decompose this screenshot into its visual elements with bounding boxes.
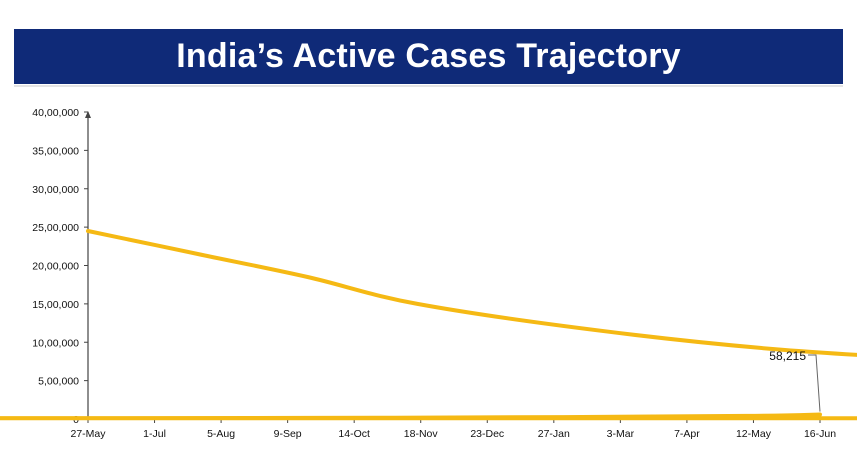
annotation-leader xyxy=(808,354,821,412)
x-tick-label: 18-Nov xyxy=(404,428,439,440)
y-tick-label: 15,00,000 xyxy=(32,299,79,311)
x-tick-label: 27-May xyxy=(70,428,106,440)
x-tick-label: 5-Aug xyxy=(207,428,235,440)
y-tick-label: 40,00,000 xyxy=(32,107,79,119)
y-tick-label: 20,00,000 xyxy=(32,261,79,273)
x-tick-label: 3-Mar xyxy=(607,428,635,440)
y-tick-label: 25,00,000 xyxy=(32,222,79,234)
x-tick-label: 1-Jul xyxy=(143,428,166,440)
annotation-layer: 58,215 xyxy=(769,349,821,412)
series-line-0 xyxy=(0,229,857,421)
x-tick-label: 27-Jan xyxy=(538,428,570,440)
x-tick-label: 9-Sep xyxy=(274,428,302,440)
y-axis-arrow xyxy=(85,111,91,118)
x-tick-label: 14-Oct xyxy=(338,428,370,440)
chart-title: India’s Active Cases Trajectory xyxy=(176,37,681,75)
y-tick-label: 5,00,000 xyxy=(38,376,79,388)
x-tick-label: 12-May xyxy=(736,428,772,440)
x-tick-label: 23-Dec xyxy=(470,428,504,440)
y-tick-label: 30,00,000 xyxy=(32,184,79,196)
x-tick-label: 16-Jun xyxy=(804,428,836,440)
y-tick-label: 35,00,000 xyxy=(32,145,79,157)
x-tick-label: 7-Apr xyxy=(674,428,700,440)
axes xyxy=(85,111,820,420)
x-axis-ticks: 27-May 1-Jul 5-Aug 9-Sep 14-Oct 18-Nov 23-Dec 2… xyxy=(70,419,836,440)
y-axis-ticks: 05,00,00010,00,00015,00,00020,00,00025,0… xyxy=(32,107,88,426)
annotation-label: 58,215 xyxy=(769,349,806,363)
series-layer xyxy=(0,229,857,421)
title-banner: India’s Active Cases Trajectory xyxy=(14,29,843,84)
y-tick-label: 10,00,000 xyxy=(32,337,79,349)
